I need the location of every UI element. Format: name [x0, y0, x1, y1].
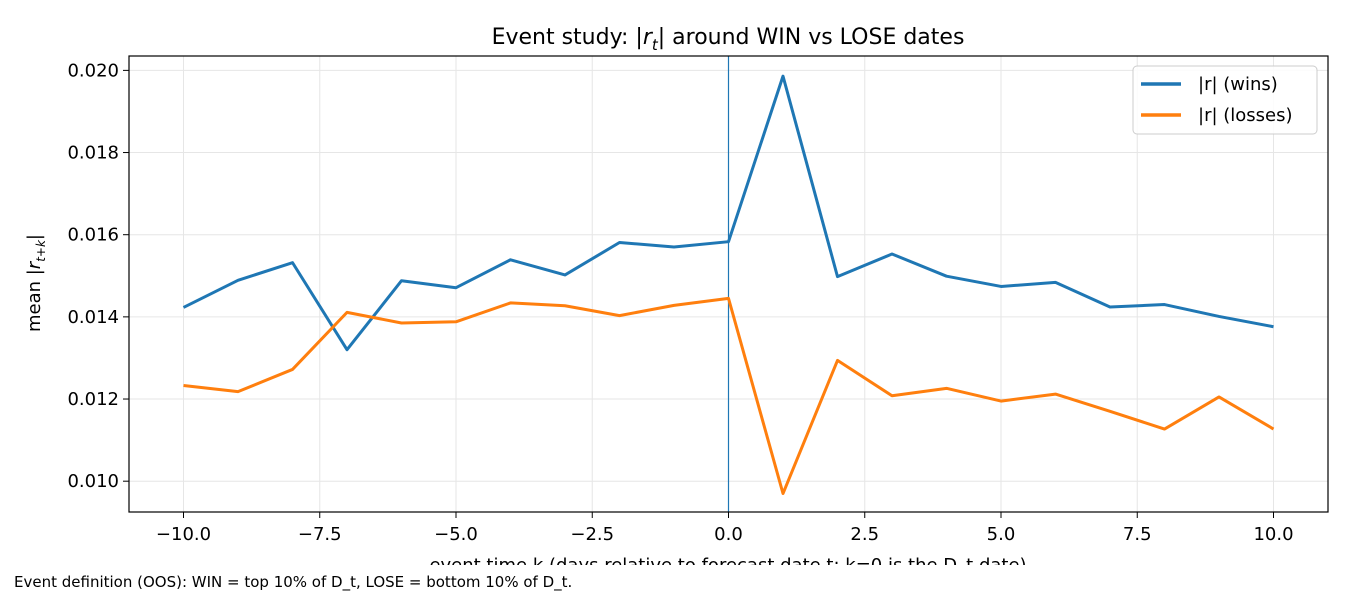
series-line-losses — [183, 296, 1275, 496]
series-layer — [182, 74, 1275, 496]
event-study-chart: −10.0 −7.5 −5.0 −2.5 0.0 2.5 5.0 7.5 10.0 0.010 0.… — [24, 25, 1329, 565]
tick-layer: −10.0 −7.5 −5.0 −2.5 0.0 2.5 5.0 7.5 10.0 0.010 0.… — [67, 60, 1293, 545]
x-tick-label: −7.5 — [298, 524, 342, 545]
y-tick-label: 0.016 — [67, 225, 119, 246]
footnote: Event definition (OOS): WIN = top 10% of… — [14, 573, 573, 591]
y-tick-label: 0.014 — [67, 307, 119, 328]
chart-title: Event study: |rt| around WIN vs LOSE dat… — [492, 25, 965, 54]
x-tick-label: 5.0 — [987, 524, 1016, 545]
y-tick-label: 0.018 — [67, 143, 119, 164]
legend-label-losses: |r| (losses) — [1198, 105, 1293, 126]
x-tick-label: −2.5 — [570, 524, 614, 545]
y-tick-label: 0.012 — [67, 389, 119, 410]
x-tick-label: 0.0 — [714, 524, 743, 545]
x-axis-label: event time k (days relative to forecast … — [429, 555, 1026, 565]
x-tick-label: 2.5 — [850, 524, 879, 545]
legend-label-wins: |r| (wins) — [1198, 74, 1278, 95]
legend: |r| (wins) |r| (losses) — [1132, 65, 1318, 135]
y-tick-label: 0.020 — [67, 60, 119, 81]
y-tick-label: 0.010 — [67, 471, 119, 492]
x-tick-label: 10.0 — [1253, 524, 1293, 545]
x-tick-label: −10.0 — [156, 524, 211, 545]
y-axis-label: mean |rt+k| — [24, 234, 48, 332]
x-tick-label: 7.5 — [1123, 524, 1152, 545]
series-line-wins — [182, 74, 1274, 352]
x-tick-label: −5.0 — [434, 524, 478, 545]
